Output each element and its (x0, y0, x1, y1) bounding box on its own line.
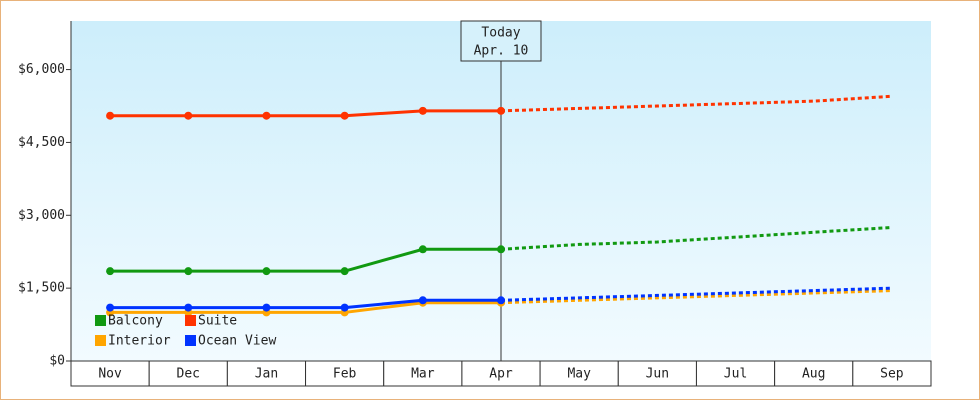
series-line (110, 301, 501, 314)
data-point (184, 111, 193, 120)
data-point (262, 111, 271, 120)
y-tick-label: $0 (49, 354, 65, 369)
series-line (110, 109, 501, 118)
legend-swatch (185, 315, 196, 326)
x-tick-label: Nov (98, 367, 122, 382)
legend-label: Balcony (108, 314, 163, 329)
projection-line (500, 289, 892, 305)
legend-swatch (95, 335, 106, 346)
legend-label: Ocean View (198, 334, 276, 349)
x-tick-label: Feb (333, 367, 357, 382)
data-point (184, 303, 193, 312)
data-point (497, 106, 505, 115)
projection-line (500, 94, 893, 113)
data-point (262, 267, 271, 276)
legend-swatch (185, 335, 196, 346)
data-point (497, 245, 505, 254)
x-tick-label: Jun (646, 367, 669, 382)
today-date: Apr. 10 (474, 44, 529, 59)
data-point (262, 303, 271, 312)
x-tick-box (305, 360, 385, 387)
data-point (340, 303, 349, 312)
x-tick-box (774, 360, 854, 387)
projection-line (500, 225, 893, 251)
x-tick-box (148, 360, 228, 387)
x-tick-label: Dec (177, 367, 200, 382)
legend-label: Interior (108, 334, 171, 349)
x-tick-box (617, 360, 697, 387)
y-tick-label: $3,000 (18, 208, 65, 223)
x-tick-label: Sep (880, 367, 904, 382)
x-tick-label: Apr (489, 367, 513, 382)
today-box (460, 20, 542, 62)
projection-line (500, 286, 892, 302)
data-point (106, 111, 115, 120)
data-point (340, 267, 349, 276)
x-tick-label: Jul (724, 367, 747, 382)
y-tick-label: $1,500 (18, 281, 65, 296)
data-point (418, 296, 427, 305)
x-tick-box (539, 360, 619, 387)
data-point (418, 245, 427, 254)
x-tick-box (226, 360, 307, 387)
x-tick-box (461, 360, 541, 387)
x-tick-label: May (567, 367, 591, 382)
data-point (340, 111, 349, 120)
y-tick-label: $6,000 (18, 62, 65, 77)
x-tick-label: Mar (411, 367, 435, 382)
series-line (110, 298, 501, 310)
x-tick-label: Aug (802, 367, 825, 382)
x-tick-box (695, 360, 776, 387)
y-tick-label: $4,500 (18, 135, 65, 150)
data-point (418, 106, 427, 115)
data-point (184, 267, 193, 276)
data-point (106, 267, 115, 276)
series-line (110, 247, 501, 273)
legend-swatch (95, 315, 106, 326)
x-tick-box (383, 360, 463, 387)
x-tick-label: Jan (255, 367, 278, 382)
today-title: Today (481, 26, 520, 41)
x-tick-box (852, 360, 932, 387)
data-point (106, 303, 115, 312)
legend-label: Suite (198, 314, 237, 329)
data-point (497, 296, 505, 305)
